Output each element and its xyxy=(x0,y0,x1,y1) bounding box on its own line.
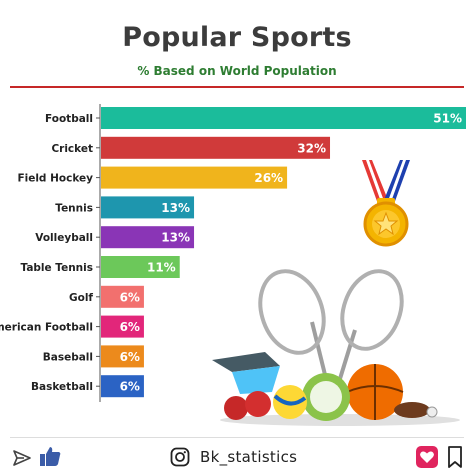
footer: Bk_statistics xyxy=(0,440,474,474)
value-label: 6% xyxy=(120,290,140,304)
category-label: Tennis xyxy=(55,202,93,214)
value-label: 6% xyxy=(120,380,140,394)
bar-volleyball xyxy=(101,226,195,249)
category-label: Field Hockey xyxy=(17,173,93,185)
category-label: Cricket xyxy=(51,143,93,155)
category-label: Baseball xyxy=(43,351,93,363)
bar-field-hockey xyxy=(101,166,288,189)
value-label: 13% xyxy=(161,231,190,245)
bar-basketball xyxy=(101,375,144,398)
bar-golf xyxy=(101,285,144,308)
chart-subtitle: % Based on World Population xyxy=(137,64,337,78)
bars-layer: Football 51% Cricket 32% Field Hockey 26% Tenn… xyxy=(0,107,466,398)
value-label: 11% xyxy=(147,261,176,275)
sports-equipment-illustration xyxy=(212,269,460,426)
like-icon[interactable] xyxy=(38,444,62,472)
share-icon[interactable] xyxy=(12,448,32,472)
value-label: 6% xyxy=(120,320,140,334)
category-label: Golf xyxy=(69,292,93,304)
chart-title: Popular Sports xyxy=(122,22,352,53)
bar-cricket xyxy=(101,136,331,159)
bar-tennis xyxy=(101,196,195,219)
instagram-handle[interactable]: Bk_statistics xyxy=(200,448,298,466)
bar-baseball xyxy=(101,345,144,368)
category-label: Volleyball xyxy=(35,232,93,244)
category-label: American Football xyxy=(0,322,93,334)
heart-icon[interactable] xyxy=(416,446,438,472)
value-label: 32% xyxy=(297,141,326,155)
bookmark-icon[interactable] xyxy=(446,445,464,473)
bar-table-tennis xyxy=(101,256,180,278)
bar-american-football xyxy=(101,315,144,338)
footer-divider xyxy=(10,437,464,438)
value-label: 26% xyxy=(254,171,283,185)
medal-icon xyxy=(362,160,410,247)
instagram-icon[interactable] xyxy=(170,447,190,471)
value-label: 6% xyxy=(120,350,140,364)
bar-football xyxy=(101,107,466,129)
value-label: 51% xyxy=(433,112,462,126)
category-label: Table Tennis xyxy=(21,262,93,274)
value-label: 13% xyxy=(161,201,190,215)
category-label: Football xyxy=(45,113,93,125)
title-divider xyxy=(10,86,464,88)
category-label: Basketball xyxy=(31,381,93,393)
